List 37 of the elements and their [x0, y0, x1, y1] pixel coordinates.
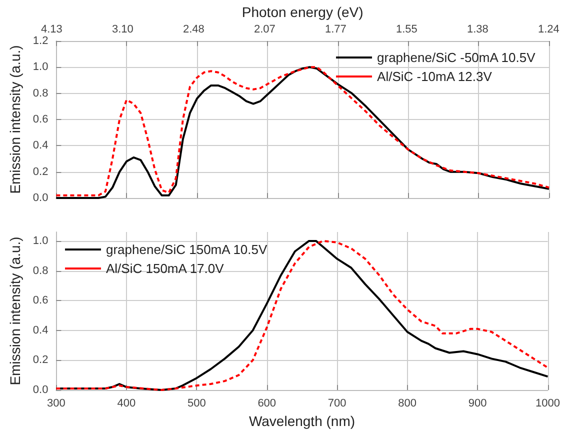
y-tick-label: 0.2: [32, 354, 48, 366]
x-tick-label: 400: [117, 398, 136, 410]
y-tick-label: 1.0: [32, 61, 48, 74]
y-tick-label: 0.6: [32, 114, 48, 126]
legend-label: Al/SiC 150mA 17.0V: [106, 261, 224, 276]
x-tick-label: 800: [398, 398, 416, 410]
x-tick-label: 300: [47, 398, 66, 410]
y-axis-title: Emission intensity (a.u.): [7, 45, 23, 194]
y-tick-label: 0.2: [32, 166, 48, 178]
x-tick-label: 500: [187, 398, 206, 410]
x-tick-label: 700: [328, 398, 346, 410]
y-axis-title: Emission intensity (a.u.): [7, 236, 23, 386]
y-tick-label: 0.0: [32, 384, 48, 396]
legend-label: graphene/SiC -50mA 10.5V: [377, 50, 536, 65]
y-tick-label: 0.4: [32, 140, 48, 152]
y-tick-label: 1.0: [32, 234, 48, 247]
y-tick-label: 1.2: [32, 35, 48, 47]
x-tick-label: 600: [258, 398, 276, 410]
y-tick-label: 0.6: [32, 294, 48, 307]
y-tick-label: 0.8: [32, 87, 48, 100]
y-tick-label: 0.4: [32, 324, 48, 336]
text: 2.48: [183, 24, 204, 36]
x-tick-label: 900: [468, 398, 487, 410]
y-tick-label: 0.0: [32, 192, 48, 204]
text: 1.77: [325, 24, 346, 36]
text: 4.13: [41, 24, 62, 36]
text: 1.38: [467, 24, 488, 36]
text: 1.24: [538, 24, 560, 36]
y-tick-label: 0.8: [32, 264, 48, 277]
text: 2.07: [254, 24, 276, 36]
x-axis-title: Wavelength (nm): [248, 412, 356, 429]
text: 3.10: [112, 24, 134, 36]
text: 1.55: [396, 24, 418, 36]
x-tick-label: 1000: [536, 398, 560, 410]
x2-axis-title: Photon energy (eV): [242, 4, 364, 20]
legend-label: Al/SiC -10mA 12.3V: [377, 69, 492, 84]
legend-label: graphene/SiC 150mA 10.5V: [106, 242, 268, 257]
